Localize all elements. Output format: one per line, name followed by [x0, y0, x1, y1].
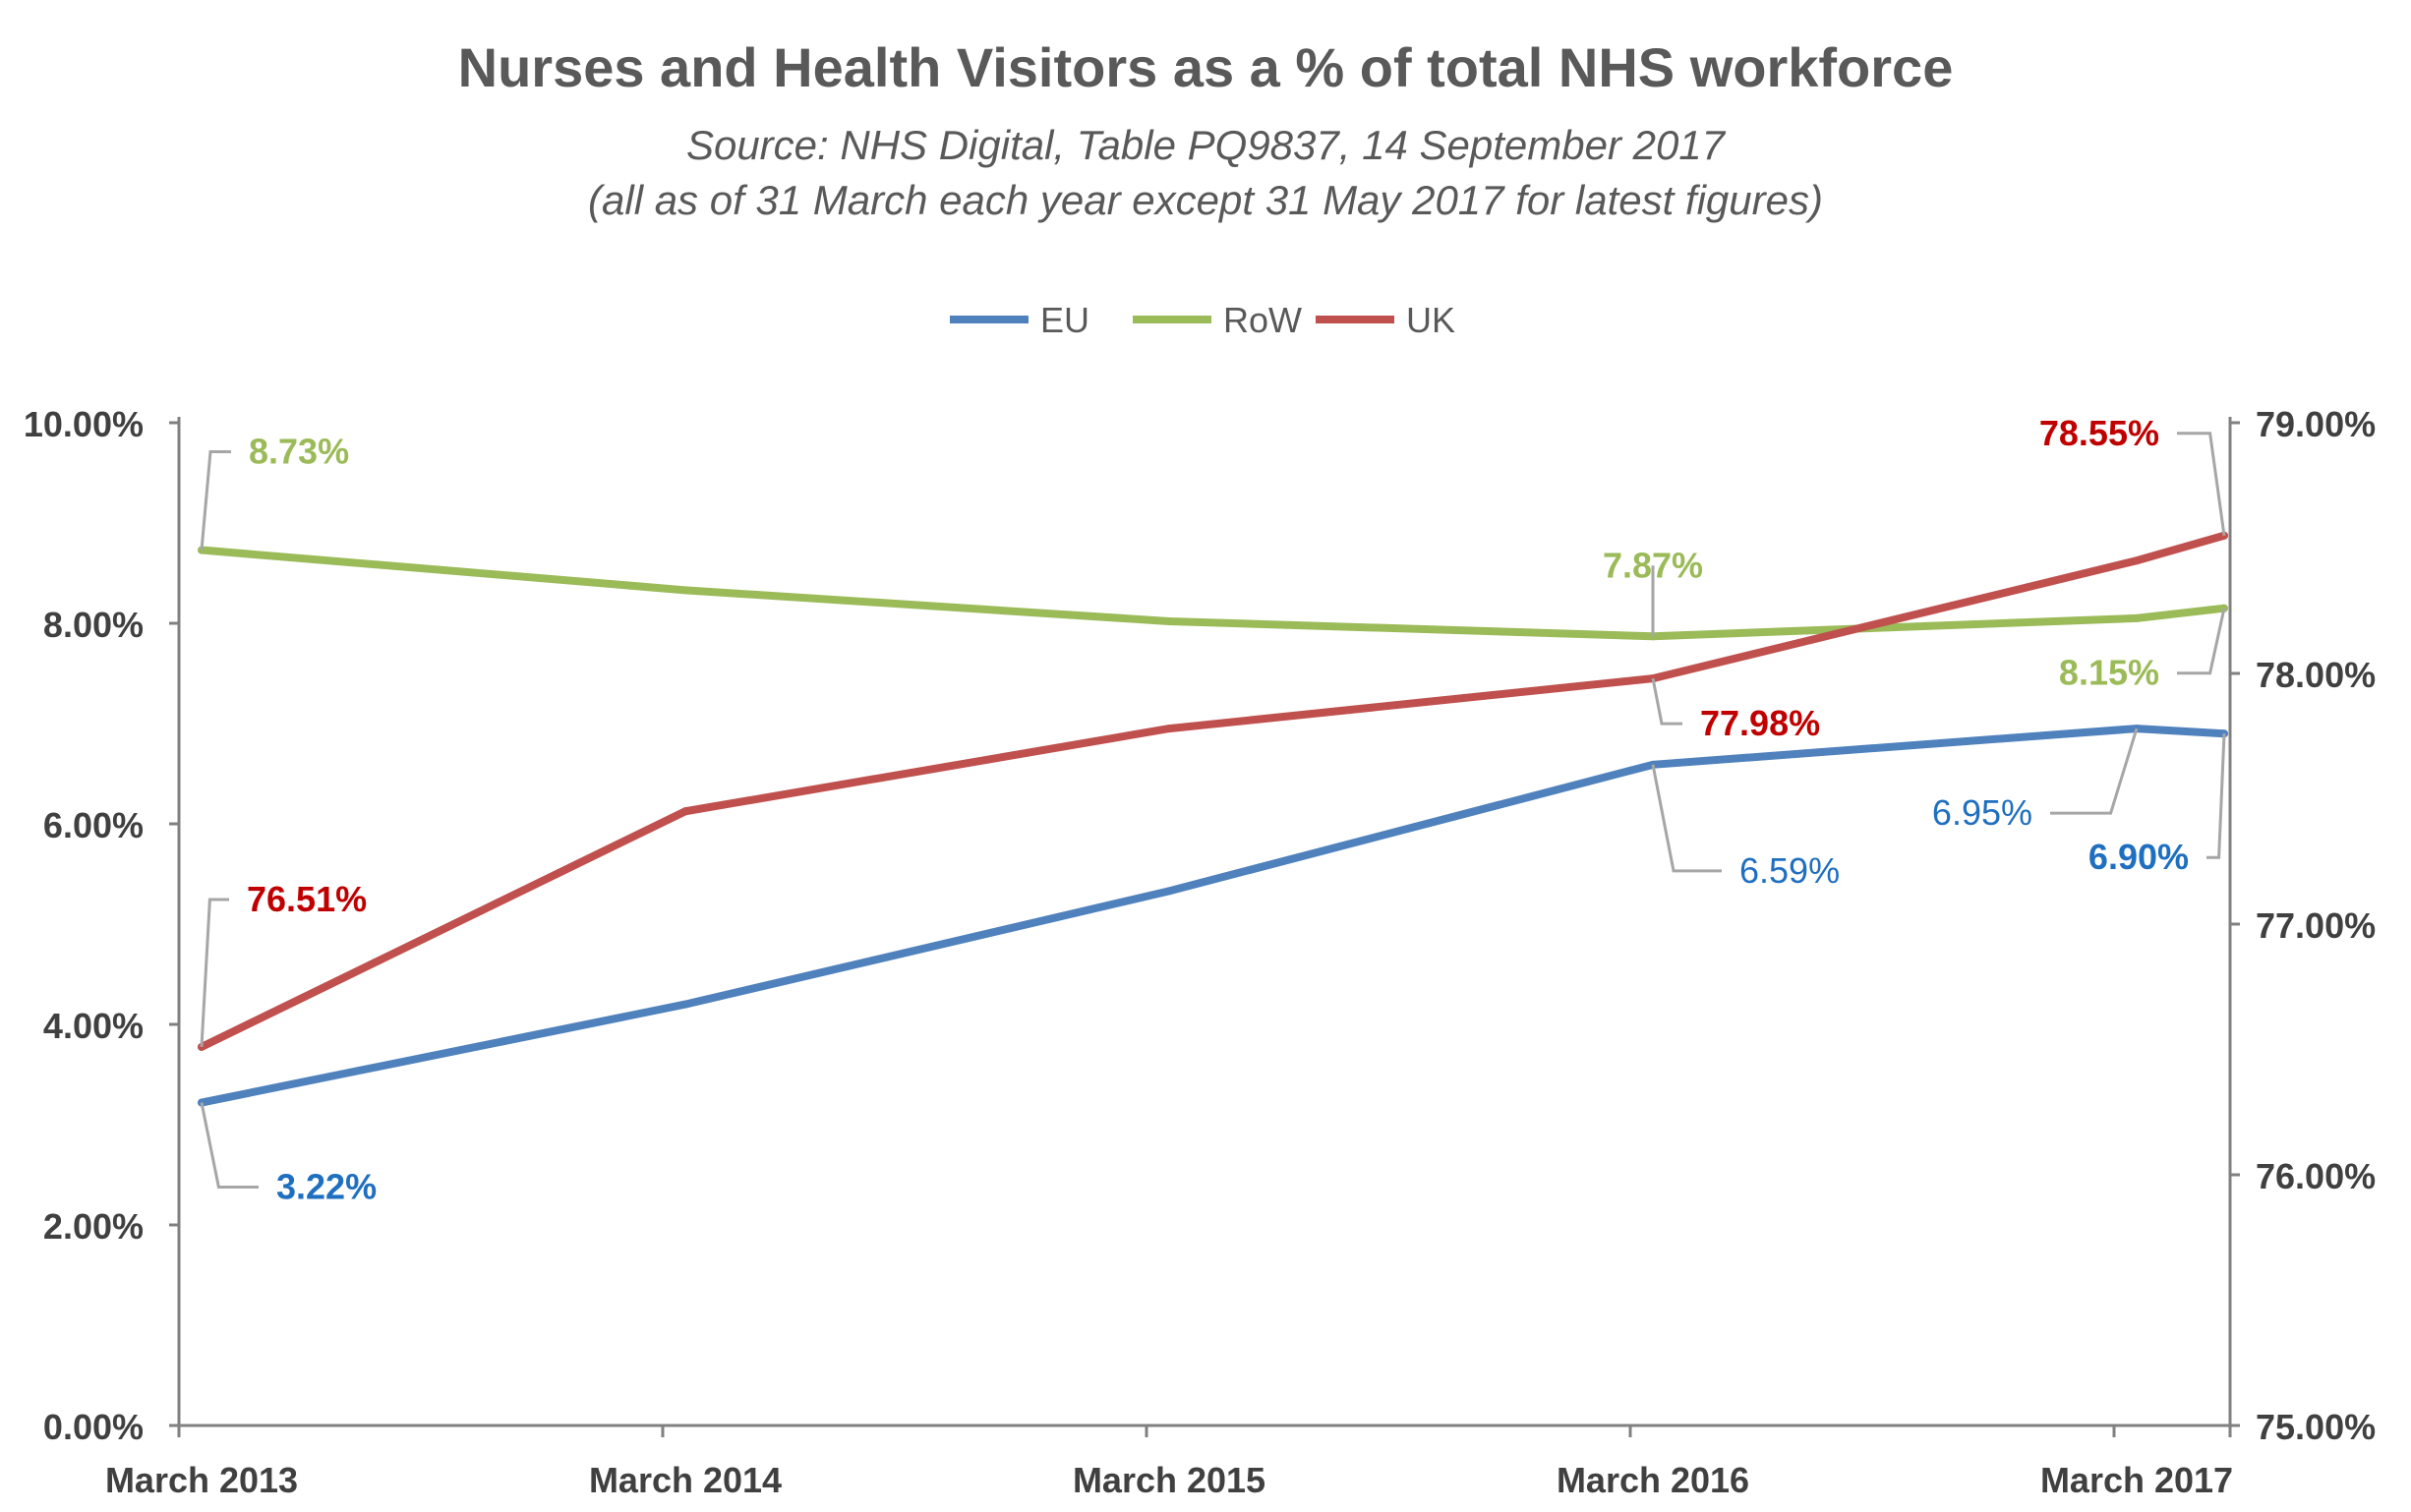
x-tick-label: March 2013 — [105, 1460, 298, 1500]
axes: 0.00% 2.00% 4.00% 6.00% 8.00% 10.00% 75.00% 76.… — [24, 404, 2376, 1500]
series-point-uk — [681, 807, 689, 816]
data-label-row: 8.73% — [249, 432, 349, 472]
x-tick-label: March 2017 — [2040, 1460, 2233, 1500]
series-point-eu — [1165, 887, 1173, 896]
leader-line — [2177, 608, 2226, 675]
left-tick-label: 6.00% — [43, 805, 144, 845]
data-label-row: 7.87% — [1603, 545, 1703, 585]
leader-line — [2050, 727, 2139, 815]
chart-subtitle-line-1: Source: NHS Digital, Table PQ9837, 14 Se… — [686, 122, 1727, 168]
series-line-uk — [198, 531, 2228, 1051]
legend-label-uk: UK — [1406, 300, 1455, 340]
left-tick-label: 2.00% — [43, 1206, 144, 1247]
leader-line — [200, 898, 229, 1048]
data-label-row: 8.15% — [2059, 653, 2159, 693]
left-tick-label: 10.00% — [24, 404, 144, 444]
right-tick-label: 75.00% — [2256, 1407, 2376, 1447]
series-point-row — [681, 586, 689, 595]
data-label-uk: 77.98% — [1700, 703, 1820, 743]
data-label-eu: 3.22% — [276, 1167, 377, 1207]
legend-label-eu: EU — [1040, 300, 1089, 340]
leader-line — [2177, 432, 2226, 536]
leader-line — [200, 450, 231, 551]
series-point-eu — [681, 1000, 689, 1009]
x-tick-label: March 2016 — [1557, 1460, 1749, 1500]
left-tick-label: 8.00% — [43, 605, 144, 645]
left-tick-label: 4.00% — [43, 1006, 144, 1046]
left-tick-label: 0.00% — [43, 1407, 144, 1447]
data-label-uk: 76.51% — [247, 879, 367, 919]
chart-title: Nurses and Health Visitors as a % of tot… — [458, 36, 1954, 98]
series-layer — [198, 531, 2228, 1107]
legend: EU RoW UK — [950, 300, 1455, 340]
right-tick-label: 76.00% — [2256, 1156, 2376, 1196]
data-label-uk: 78.55% — [2039, 413, 2159, 453]
series-point-row — [1165, 616, 1173, 625]
series-point-row — [2133, 613, 2141, 622]
series-line-eu — [198, 725, 2228, 1107]
series-point-uk — [1165, 725, 1173, 733]
chart-subtitle-line-2: (all as of 31 March each year except 31 … — [588, 177, 1823, 223]
legend-label-row: RoW — [1223, 300, 1302, 340]
data-label-eu: 6.59% — [1739, 850, 1840, 891]
leader-line — [1651, 677, 1682, 726]
data-labels: 8.73% 7.87% 8.15% 76.51% 77.98% 78.55% 3.22% 6.… — [200, 413, 2226, 1207]
data-label-eu: 6.95% — [1932, 792, 2032, 833]
leader-line — [2206, 733, 2226, 859]
right-tick-label: 79.00% — [2256, 404, 2376, 444]
series-line-row — [198, 546, 2228, 641]
right-tick-label: 77.00% — [2256, 905, 2376, 946]
leader-line — [1651, 764, 1722, 873]
x-tick-label: March 2015 — [1073, 1460, 1265, 1500]
series-point-uk — [2133, 556, 2141, 565]
leader-line — [200, 1102, 259, 1190]
x-tick-label: March 2014 — [589, 1460, 782, 1500]
right-tick-label: 78.00% — [2256, 655, 2376, 695]
data-label-eu: 6.90% — [2088, 837, 2189, 877]
